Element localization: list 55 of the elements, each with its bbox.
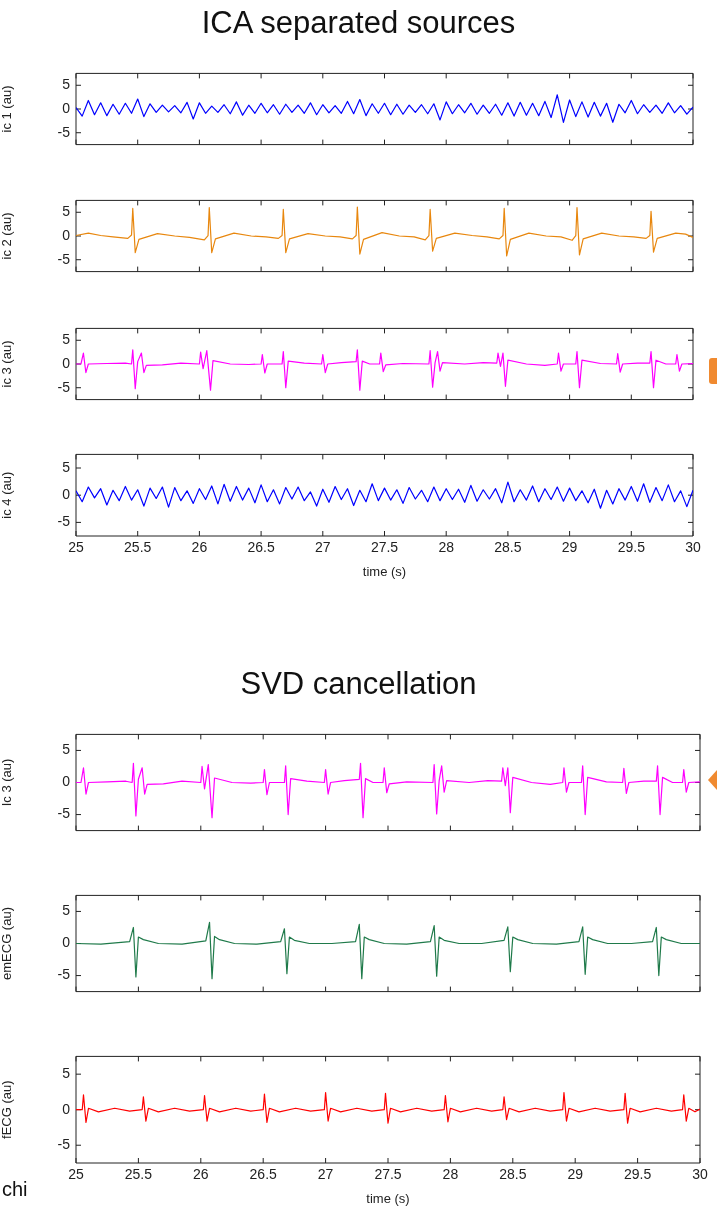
y-axis-title: fECG (au) [0,1080,15,1139]
x-tick-label: 29 [561,539,578,556]
y-tick-label: 5 [62,76,71,93]
x-tick-label: 26 [193,1166,209,1183]
y-tick-label: -5 [57,513,71,530]
y-tick-label: -5 [57,378,71,395]
x-axis-title: time (s) [366,1190,410,1206]
x-tick-label: 28.5 [499,1166,527,1183]
x-tick-label: 28.5 [494,539,522,556]
y-axis-title: emECG (au) [0,907,15,980]
y-tick-label: 5 [62,902,71,919]
x-tick-label: 28 [442,1166,459,1183]
x-tick-label: 26 [191,539,208,556]
x-tick-label: 28 [438,539,455,556]
y-axis-title: ic 2 (au) [0,212,15,260]
x-tick-label: 26.5 [249,1166,278,1183]
x-tick-label: 27 [317,1166,334,1183]
y-tick-label: 0 [62,354,71,371]
y-axis-title: Ic 3 (au) [0,758,15,807]
y-tick-label: 5 [62,331,71,348]
y-tick-label: 0 [62,486,71,503]
y-tick-label: 0 [62,934,71,951]
y-tick-label: -5 [57,1136,71,1153]
chart-title: ICA separated sources [200,5,517,42]
y-axis-title: ic 3 (au) [0,340,15,388]
y-tick-label: -5 [57,805,71,822]
x-tick-label: 25.5 [124,1166,153,1183]
y-tick-label: -5 [57,250,71,267]
y-tick-label: 0 [62,99,71,116]
y-tick-label: -5 [57,966,71,983]
x-tick-label: 25 [68,539,84,556]
x-axis-title: time (s) [362,563,407,579]
x-tick-label: 25 [68,1166,84,1183]
text: chi [2,1177,28,1201]
x-tick-label: 29 [567,1166,584,1183]
x-tick-label: 30 [692,1166,708,1183]
x-tick-label: 29.5 [617,539,646,556]
y-tick-label: 0 [62,773,71,790]
x-tick-label: 27 [315,539,331,556]
chart-title: SVD cancellation [239,666,478,703]
y-tick-label: 5 [62,458,71,475]
y-axis-title: ic 1 (au) [0,85,15,133]
y-tick-label: 5 [62,1065,71,1082]
x-tick-label: 26.5 [247,539,275,556]
x-tick-label: 27.5 [370,539,399,556]
x-tick-label: 29.5 [623,1166,652,1183]
y-tick-label: 5 [62,741,71,758]
y-tick-label: 5 [62,203,71,220]
y-tick-label: 0 [62,1100,71,1117]
y-tick-label: 0 [62,226,71,243]
x-tick-label: 27.5 [374,1166,402,1183]
y-axis-title: ic 4 (au) [0,471,15,519]
x-tick-label: 25.5 [124,539,152,556]
y-tick-label: -5 [57,123,71,140]
x-tick-label: 30 [685,539,701,556]
